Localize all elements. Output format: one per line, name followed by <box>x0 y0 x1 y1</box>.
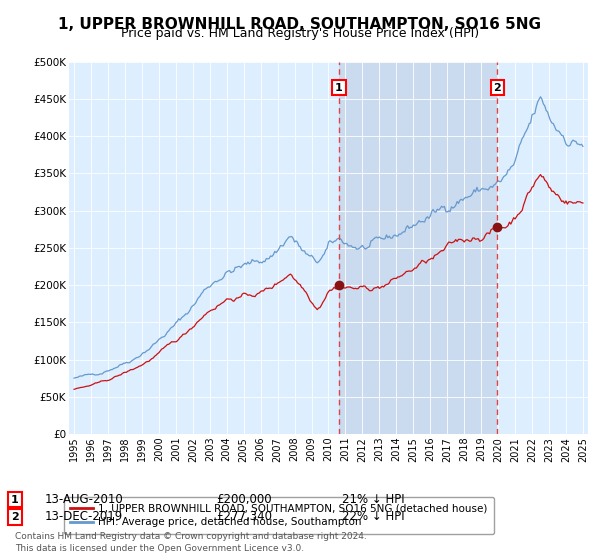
Text: 2: 2 <box>494 83 502 92</box>
Legend: 1, UPPER BROWNHILL ROAD, SOUTHAMPTON, SO16 5NG (detached house), HPI: Average pr: 1, UPPER BROWNHILL ROAD, SOUTHAMPTON, SO… <box>64 497 494 534</box>
Text: £200,000: £200,000 <box>216 493 272 506</box>
Text: 1: 1 <box>11 494 19 505</box>
Text: 13-DEC-2019: 13-DEC-2019 <box>45 510 123 524</box>
Text: 13-AUG-2010: 13-AUG-2010 <box>45 493 124 506</box>
Text: 22% ↓ HPI: 22% ↓ HPI <box>342 510 404 524</box>
Text: 2: 2 <box>11 512 19 522</box>
Text: 21% ↓ HPI: 21% ↓ HPI <box>342 493 404 506</box>
Text: £277,340: £277,340 <box>216 510 272 524</box>
Bar <box>339 62 497 434</box>
Text: Contains HM Land Registry data © Crown copyright and database right 2024.
This d: Contains HM Land Registry data © Crown c… <box>15 533 367 553</box>
Text: Price paid vs. HM Land Registry's House Price Index (HPI): Price paid vs. HM Land Registry's House … <box>121 27 479 40</box>
Text: 1, UPPER BROWNHILL ROAD, SOUTHAMPTON, SO16 5NG: 1, UPPER BROWNHILL ROAD, SOUTHAMPTON, SO… <box>59 17 542 32</box>
Text: 1: 1 <box>335 83 343 92</box>
